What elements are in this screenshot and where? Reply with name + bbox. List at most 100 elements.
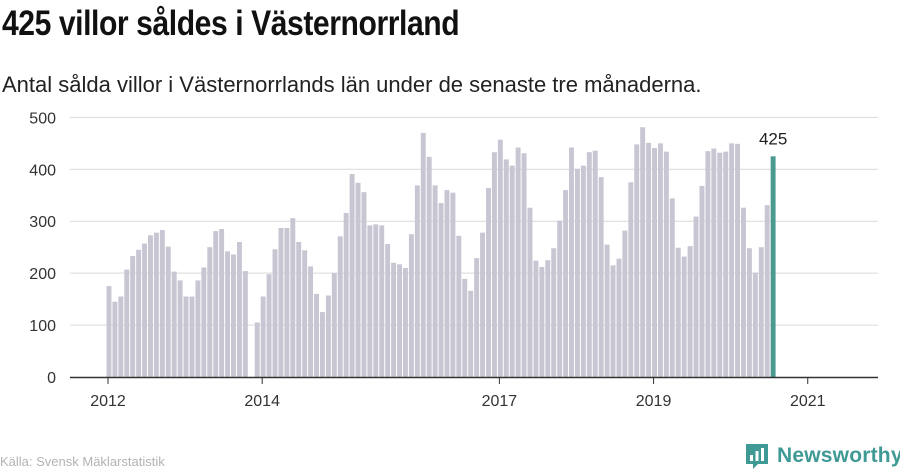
highlight-bar: [770, 156, 776, 377]
bar: [468, 290, 474, 377]
bar: [741, 207, 746, 377]
bar: [236, 242, 242, 377]
chart-subtitle: Antal sålda villor i Västernorrlands län…: [2, 72, 702, 97]
bar: [361, 192, 367, 377]
x-tick-label: 2019: [636, 393, 672, 410]
bar: [509, 165, 515, 377]
x-tick-label: 2021: [790, 393, 826, 410]
bar: [462, 278, 468, 377]
bar: [646, 142, 652, 377]
bar: [331, 273, 337, 377]
bar: [254, 322, 260, 377]
bar: [379, 225, 385, 377]
bar: [515, 147, 521, 377]
x-tick-label: 2014: [244, 393, 280, 410]
bar: [349, 173, 355, 377]
highlight-value-label: 425: [759, 129, 787, 148]
bar: [574, 168, 580, 377]
bar: [675, 247, 681, 377]
bar: [302, 250, 308, 377]
bar: [729, 143, 735, 377]
bar: [592, 150, 598, 377]
bar: [622, 230, 628, 377]
bar: [563, 190, 569, 377]
bar: [106, 286, 112, 377]
bar: [219, 229, 225, 377]
bar: [130, 256, 136, 377]
bar: [296, 242, 302, 377]
bar: [764, 205, 770, 377]
bar: [634, 144, 640, 377]
bar: [124, 269, 130, 377]
bar: [616, 258, 622, 377]
newsworthy-brand[interactable]: Newsworthy: [744, 440, 900, 472]
x-tick-label: 2017: [482, 393, 518, 410]
source-note: Källa: Svensk Mäklarstatistik: [0, 454, 165, 469]
bar: [503, 159, 509, 377]
bar: [319, 312, 325, 377]
bar: [444, 190, 450, 377]
bar: [207, 247, 213, 377]
chart-title: 425 villor såldes i Västernorrland: [2, 4, 460, 43]
bar: [610, 265, 616, 377]
bar: [569, 147, 574, 377]
bar: [491, 152, 497, 377]
bar: [225, 251, 231, 377]
bar: [355, 182, 361, 377]
bar: [189, 296, 195, 377]
bar: [717, 152, 723, 377]
bar: [533, 260, 539, 377]
bar: [284, 227, 290, 377]
bar: [426, 156, 432, 377]
bar: [598, 177, 604, 377]
bar: [391, 262, 397, 377]
bar: [711, 148, 717, 377]
bar: [159, 230, 165, 377]
y-tick-label: 300: [29, 214, 56, 231]
bar: [539, 266, 545, 377]
bar: [669, 198, 675, 377]
bar: [735, 143, 741, 377]
bar: [397, 264, 402, 377]
bar: [142, 243, 148, 377]
bar: [705, 151, 711, 377]
bar: [314, 293, 319, 377]
bar: [752, 272, 758, 377]
bar: [456, 235, 462, 377]
bar: [171, 271, 177, 377]
bar: [604, 244, 610, 377]
bar: [663, 151, 669, 377]
bar: [557, 220, 563, 377]
bar: [586, 152, 592, 377]
bar: [403, 267, 408, 377]
y-tick-label: 500: [29, 110, 56, 127]
y-tick-label: 200: [29, 266, 56, 283]
bar: [480, 232, 486, 377]
bar: [118, 296, 124, 377]
bar: [450, 192, 456, 377]
bar: [521, 153, 527, 377]
newsworthy-logo-icon: [746, 444, 768, 469]
bar: [373, 224, 379, 377]
bar: [527, 207, 533, 377]
bar: [545, 260, 551, 377]
bar: [177, 280, 183, 377]
bar: [290, 218, 296, 377]
bar: [408, 234, 414, 377]
bar: [657, 143, 663, 377]
bar: [112, 301, 118, 377]
bar: [367, 225, 373, 377]
bar: [580, 165, 586, 377]
bar: [213, 231, 219, 377]
brand-name: Newsworthy: [777, 444, 900, 467]
bar: [723, 151, 729, 377]
bar: [497, 139, 503, 377]
bar: [758, 247, 764, 377]
bar: [165, 246, 171, 377]
bar: [385, 244, 391, 377]
bar: [474, 258, 480, 377]
y-tick-label: 0: [47, 370, 56, 387]
bar: [242, 271, 248, 377]
bar: [195, 280, 201, 377]
bar: [266, 274, 272, 377]
